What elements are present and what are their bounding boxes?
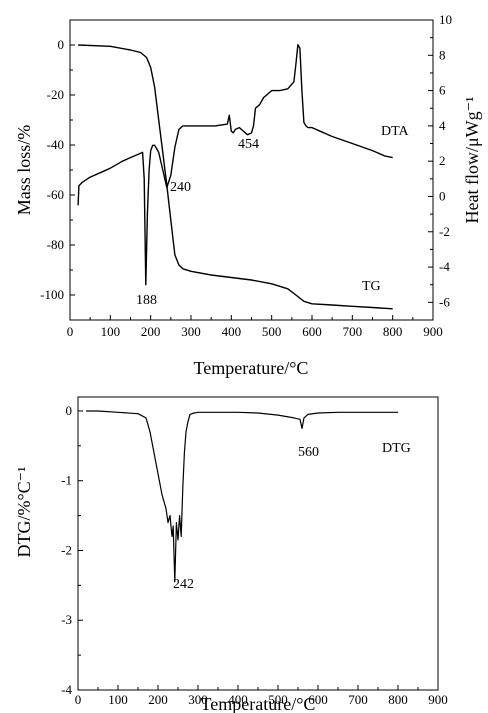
x-tick-label: 300: [188, 692, 208, 707]
x-axis-ticks: 0 100 200 300 400 500 600 700 800 900: [75, 685, 448, 707]
y-tick-label: -4: [61, 682, 72, 697]
annotation-dta: DTA: [381, 124, 410, 139]
left-y-tick-label: -40: [47, 137, 64, 152]
left-y-tick-label: -100: [40, 287, 64, 302]
x-tick-label: 700: [348, 692, 368, 707]
x-tick-label: 0: [67, 324, 74, 339]
annotation-dtg: DTG: [382, 441, 411, 456]
x-tick-label: 400: [228, 692, 248, 707]
x-tick-label: 200: [141, 324, 161, 339]
right-y-tick-label: 10: [439, 12, 452, 27]
series-lines: [77, 44, 393, 310]
dtg-chart: 0 100 200 300 400 500 600 700 800 900 0 -1 -2 -3 -4 T…: [14, 396, 448, 713]
left-y-tick-label: -60: [47, 187, 64, 202]
right-y-tick-label: 4: [439, 118, 446, 133]
x-axis-ticks: 0 100 200 300 400 500 600 700 800 900: [67, 315, 443, 339]
x-tick-label: 600: [308, 692, 328, 707]
series-dta-line: [77, 44, 393, 286]
x-tick-label: 600: [302, 324, 322, 339]
tg-dta-chart: 0 100 200 300 400 500 600 700 800 900 0-20-40-60-…: [14, 12, 482, 378]
x-tick-label: 0: [75, 692, 82, 707]
x-tick-label: 300: [181, 324, 201, 339]
y-tick-label: 0: [66, 403, 73, 418]
right-y-tick-label: 6: [439, 83, 446, 98]
annotation-188: 188: [136, 293, 157, 308]
x-axis-label: Temperature/°C: [194, 358, 309, 378]
right-y-tick-label: 8: [439, 47, 446, 62]
x-tick-label: 400: [222, 324, 242, 339]
x-tick-label: 800: [383, 324, 403, 339]
x-tick-label: 200: [148, 692, 168, 707]
left-y-axis-ticks: 0 -20 -40 -60 -80 -100: [40, 37, 75, 321]
right-y-tick-label: -2: [439, 224, 450, 239]
x-tick-label: 500: [262, 324, 282, 339]
right-y-tick-label: 2: [439, 153, 446, 168]
annotation-240: 240: [170, 180, 191, 195]
x-tick-label: 700: [343, 324, 363, 339]
y-axis-ticks: 0 -1 -2 -3 -4: [61, 403, 83, 697]
annotation-242: 242: [173, 577, 194, 592]
right-y-axis-ticks: 10 8 6 4 2 0 -2 -4 -6: [428, 12, 452, 321]
x-tick-label: 800: [388, 692, 408, 707]
x-tick-label: 100: [108, 692, 128, 707]
series-dtg-line: [86, 410, 398, 583]
y-tick-label: -1: [61, 473, 72, 488]
x-tick-label: 100: [101, 324, 121, 339]
annotation-tg: TG: [362, 279, 381, 294]
plot-frame: [69, 19, 434, 321]
x-axis-label: Temperature/°C: [201, 694, 316, 713]
annotation-560: 560: [298, 445, 319, 460]
left-y-tick-label: -80: [47, 237, 64, 252]
annotation-454: 454: [238, 137, 259, 152]
right-y-tick-label: -4: [439, 259, 450, 274]
y-axis-label: DTG/%°C⁻¹: [14, 466, 34, 557]
left-y-tick-label: -20: [47, 87, 64, 102]
series-lines: [86, 410, 398, 583]
x-tick-label: 900: [428, 692, 448, 707]
x-tick-label: 500: [268, 692, 288, 707]
left-y-axis-label: Mass loss/%: [14, 125, 34, 216]
y-tick-label: -2: [61, 542, 72, 557]
series-tg-line: [78, 44, 393, 310]
left-y-tick-label: 0: [58, 37, 65, 52]
right-y-tick-label: 0: [439, 188, 446, 203]
x-tick-label: 900: [423, 324, 443, 339]
y-tick-label: -3: [61, 612, 72, 627]
right-y-axis-label: Heat flow/μWg⁻¹: [462, 96, 482, 223]
right-y-tick-label: -6: [439, 294, 450, 309]
